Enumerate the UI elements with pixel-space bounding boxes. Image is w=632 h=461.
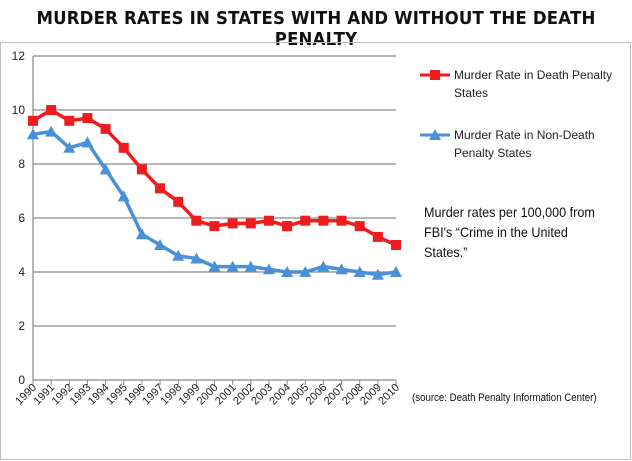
data-point-death-penalty-2005 bbox=[300, 215, 311, 226]
data-point-death-penalty-1993 bbox=[82, 113, 93, 124]
data-point-non-death-penalty-2009 bbox=[371, 268, 384, 280]
chart-panel bbox=[0, 42, 631, 460]
data-point-non-death-penalty-1990 bbox=[27, 128, 39, 140]
data-point-death-penalty-1991 bbox=[46, 105, 57, 115]
legend-label-death-penalty: Murder Rate in Death Penalty States bbox=[454, 68, 613, 100]
legend-item-non-death-penalty: Murder Rate in Non-Death Penalty States bbox=[420, 126, 624, 162]
axes bbox=[32, 56, 397, 385]
data-point-death-penalty-2000 bbox=[209, 221, 220, 232]
data-point-death-penalty-2008 bbox=[354, 221, 365, 232]
data-point-death-penalty-1996 bbox=[136, 164, 147, 175]
y-tick-label-2: 2 bbox=[18, 319, 25, 333]
data-point-non-death-penalty-2004 bbox=[281, 266, 294, 277]
data-point-non-death-penalty-2008 bbox=[353, 266, 366, 277]
chart-note: Murder rates per 100,000 from FBI's “Cri… bbox=[424, 204, 595, 260]
data-point-death-penalty-1992 bbox=[64, 115, 75, 126]
x-tick-labels: 1990199119921993199419951996199719981999… bbox=[13, 382, 402, 408]
data-point-death-penalty-2006 bbox=[318, 215, 329, 226]
source-credit: (source: Death Penalty Information Cente… bbox=[412, 392, 597, 404]
data-point-non-death-penalty-1991 bbox=[45, 125, 58, 137]
data-point-death-penalty-2009 bbox=[372, 231, 383, 242]
data-point-non-death-penalty-1994 bbox=[99, 163, 112, 175]
data-point-non-death-penalty-2001 bbox=[226, 260, 239, 272]
data-point-non-death-penalty-1997 bbox=[154, 239, 167, 250]
series-layer bbox=[27, 105, 402, 280]
data-point-death-penalty-1999 bbox=[191, 215, 202, 226]
data-point-non-death-penalty-1996 bbox=[135, 228, 148, 240]
data-point-non-death-penalty-2003 bbox=[262, 263, 275, 275]
legend-swatch-death-penalty bbox=[420, 70, 450, 80]
y-tick-label-0: 0 bbox=[18, 373, 25, 387]
data-point-death-penalty-1990 bbox=[28, 115, 38, 126]
data-point-non-death-penalty-1993 bbox=[81, 136, 94, 148]
y-tick-label-4: 4 bbox=[18, 265, 25, 279]
data-point-non-death-penalty-1999 bbox=[190, 252, 203, 264]
y-tick-labels: 0 2 4 6 8 10 12 bbox=[12, 49, 26, 387]
data-point-non-death-penalty-1992 bbox=[63, 141, 76, 153]
data-point-death-penalty-1997 bbox=[155, 183, 166, 194]
data-point-non-death-penalty-2000 bbox=[208, 260, 221, 272]
x-tick-label-2010: 2010 bbox=[376, 382, 402, 408]
data-point-death-penalty-1998 bbox=[173, 196, 184, 207]
data-point-death-penalty-2003 bbox=[263, 215, 274, 226]
y-tick-label-8: 8 bbox=[18, 157, 25, 171]
y-tick-label-12: 12 bbox=[12, 49, 26, 63]
data-point-death-penalty-2010 bbox=[391, 240, 401, 250]
data-point-non-death-penalty-1998 bbox=[172, 249, 185, 261]
data-point-death-penalty-1994 bbox=[100, 123, 111, 134]
y-tick-label-10: 10 bbox=[12, 103, 26, 117]
legend-item-death-penalty: Murder Rate in Death Penalty States bbox=[420, 66, 624, 102]
data-point-non-death-penalty-1995 bbox=[117, 190, 130, 202]
series-line-non-death-penalty bbox=[32, 129, 397, 277]
data-point-death-penalty-2001 bbox=[227, 218, 238, 229]
chart-title: MURDER RATES IN STATES WITH AND WITHOUT … bbox=[36, 8, 596, 50]
gridlines bbox=[33, 55, 396, 327]
data-point-non-death-penalty-2002 bbox=[244, 260, 257, 272]
data-point-non-death-penalty-2007 bbox=[335, 263, 348, 275]
data-point-death-penalty-2007 bbox=[336, 215, 347, 226]
data-point-death-penalty-2002 bbox=[245, 218, 256, 229]
y-tick-label-6: 6 bbox=[18, 211, 25, 225]
data-point-death-penalty-1995 bbox=[118, 142, 129, 153]
data-point-non-death-penalty-2010 bbox=[390, 266, 402, 277]
data-point-non-death-penalty-2006 bbox=[317, 260, 330, 272]
legend-swatch-non-death-penalty bbox=[420, 129, 450, 140]
data-point-death-penalty-2004 bbox=[282, 221, 293, 232]
data-point-non-death-penalty-2005 bbox=[299, 266, 312, 277]
legend-label-non-death-penalty: Murder Rate in Non-Death Penalty States bbox=[454, 128, 595, 160]
